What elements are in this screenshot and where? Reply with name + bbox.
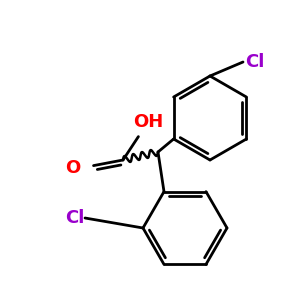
Text: Cl: Cl (65, 209, 84, 227)
Text: O: O (65, 159, 81, 177)
Text: OH: OH (133, 113, 163, 131)
Text: Cl: Cl (245, 53, 264, 71)
